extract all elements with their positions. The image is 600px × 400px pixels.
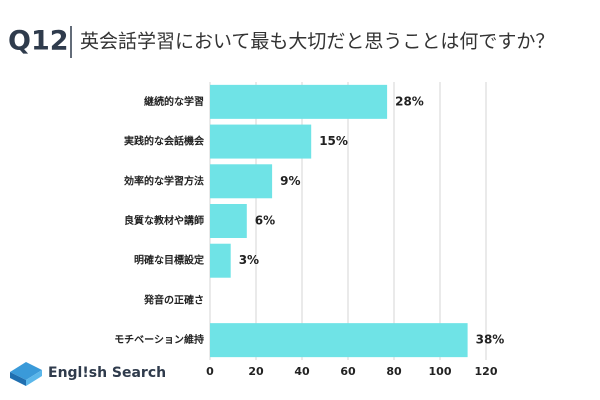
value-label: 3% [239,253,259,267]
value-label: 6% [255,214,275,228]
y-tick-label: 明確な目標設定 [134,254,204,267]
x-tick-label: 120 [475,365,498,378]
bar [210,84,388,119]
bar [210,243,231,278]
logo-text: Engl!sh Search [48,365,166,381]
logo-icon [10,362,42,386]
bar [210,124,312,159]
chart-title: 英会話学習において最も大切だと思うことは何ですか？ [80,31,554,53]
y-tick-label: 効率的な学習方法 [124,174,204,187]
y-tick-label: 継続的な学習 [144,95,204,108]
value-label: 15% [319,134,348,148]
value-label: 28% [395,94,424,108]
bar [210,323,468,358]
value-label: 38% [476,333,505,347]
x-tick-label: 20 [248,365,264,378]
x-tick-label: 40 [294,365,310,378]
y-tick-label: 発音の正確さ [143,293,204,306]
y-tick-label: 良質な教材や講師 [124,214,204,227]
bar [210,204,247,238]
y-tick-label: モチベーション維持 [114,333,204,346]
value-label: 9% [280,174,300,188]
x-tick-label: 60 [340,365,356,378]
x-tick-label: 100 [429,365,452,378]
bar [210,164,273,199]
question-number: Q12 [8,26,69,57]
y-tick-label: 実践的な会話機会 [124,135,204,148]
x-tick-label: 0 [206,365,214,378]
x-tick-label: 80 [386,365,402,378]
